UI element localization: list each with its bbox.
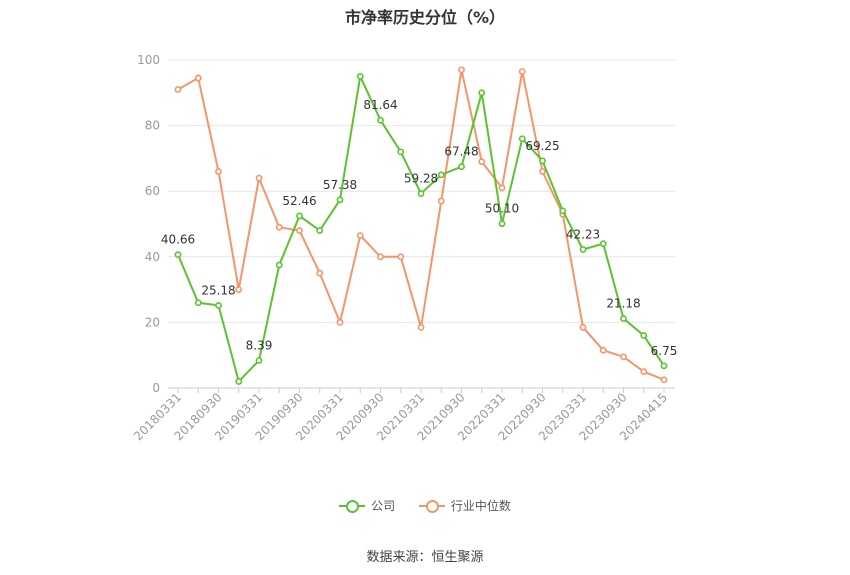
data-label-18: 69.25 — [525, 139, 559, 153]
series-0-point-10 — [377, 116, 384, 124]
series-1-point-18 — [539, 168, 546, 175]
series-1-point-5 — [275, 223, 283, 231]
data-label-6: 52.46 — [282, 194, 316, 208]
y-tick-label-80: 80 — [145, 119, 160, 133]
series-1-point-4 — [255, 174, 263, 182]
series-1-point-23 — [640, 368, 648, 375]
data-label-10: 81.64 — [363, 98, 397, 112]
series-0-point-4 — [255, 357, 263, 364]
legend: 公司 行业中位数 — [0, 497, 850, 516]
data-label-4: 8.39 — [246, 338, 273, 352]
chart-title: 市净率历史分位（%） — [344, 8, 506, 27]
series-1-point-15 — [478, 158, 486, 166]
series-1-point-1 — [194, 74, 202, 82]
series-1-point-10 — [377, 253, 384, 261]
series-0-point-7 — [316, 227, 324, 234]
series-0-point-24 — [660, 362, 668, 370]
series-1-point-22 — [620, 353, 627, 361]
series-0-point-11 — [397, 148, 405, 156]
data-label-20: 42.23 — [566, 227, 600, 241]
series-1-point-6 — [296, 227, 303, 234]
legend-item-industry-median[interactable]: 行业中位数 — [418, 497, 511, 514]
series-1-point-7 — [316, 269, 324, 277]
y-tick-label-40: 40 — [145, 250, 160, 264]
series-0-point-16 — [498, 220, 506, 228]
series-1-point-12 — [417, 323, 425, 331]
axis-layer: 0204060801002018033120180930201903312019… — [131, 53, 675, 443]
series-1-point-21 — [599, 346, 607, 354]
series-0-point-15 — [478, 89, 486, 97]
series-0-point-13 — [437, 171, 445, 179]
series-1-point-14 — [458, 66, 465, 74]
data-label-2: 25.18 — [201, 283, 235, 297]
series-1-point-13 — [437, 197, 445, 205]
series-0-point-22 — [620, 315, 627, 322]
series-0-point-14 — [458, 163, 465, 171]
legend-label-industry-median: 行业中位数 — [450, 499, 511, 513]
series-1-point-17 — [518, 68, 526, 75]
series-1-point-3 — [235, 286, 243, 293]
data-label-0: 40.66 — [161, 233, 195, 247]
data-label-12: 59.28 — [404, 172, 438, 186]
legend-label-company: 公司 — [371, 499, 396, 513]
data-label-22: 21.18 — [606, 297, 640, 311]
series-0-point-21 — [599, 240, 607, 248]
legend-item-company[interactable]: 公司 — [339, 497, 395, 514]
series-line-1 — [177, 68, 665, 381]
data-label-8: 57.38 — [323, 178, 357, 192]
label-layer: 40.66 25.18 8.39 52.46 57.38 81.64 59.28 67.48 5… — [161, 98, 678, 358]
series-1-point-11 — [397, 253, 405, 261]
series-0-point-6 — [296, 212, 303, 220]
series-1-point-9 — [356, 232, 364, 239]
series-0-point-5 — [275, 261, 283, 269]
y-tick-label-20: 20 — [145, 315, 160, 329]
legend-swatch-industry-median — [418, 499, 445, 513]
series-0-point-19 — [559, 207, 567, 215]
legend-swatch-company — [339, 499, 366, 513]
series-1-point-0 — [174, 86, 182, 93]
series-1-point-24 — [660, 376, 668, 384]
series-0-point-17 — [518, 135, 526, 143]
series-0-point-18 — [539, 157, 546, 165]
series-1-point-20 — [579, 323, 587, 331]
series-0-point-1 — [194, 299, 202, 307]
series-1-point-16 — [498, 184, 506, 192]
line-chart: 0204060801002018033120180930201903312019… — [131, 53, 678, 443]
series-layer — [174, 66, 668, 385]
series-1-point-2 — [215, 168, 222, 175]
series-0-point-23 — [640, 332, 648, 339]
data-label-14: 67.48 — [444, 145, 478, 159]
series-0-point-20 — [579, 246, 587, 253]
y-tick-label-60: 60 — [145, 184, 160, 198]
series-1-point-8 — [336, 318, 344, 326]
y-tick-label-100: 100 — [137, 53, 160, 67]
data-label-16: 50.10 — [485, 202, 519, 216]
series-0-point-0 — [174, 251, 182, 259]
series-0-point-12 — [417, 190, 425, 197]
data-label-24: 6.75 — [651, 344, 678, 358]
source-note: 数据来源：恒生聚源 — [366, 550, 484, 565]
series-0-point-2 — [215, 302, 222, 309]
series-0-point-3 — [235, 378, 243, 385]
y-tick-label-0: 0 — [152, 381, 160, 395]
series-0-point-8 — [336, 196, 344, 204]
series-0-point-9 — [356, 73, 364, 80]
